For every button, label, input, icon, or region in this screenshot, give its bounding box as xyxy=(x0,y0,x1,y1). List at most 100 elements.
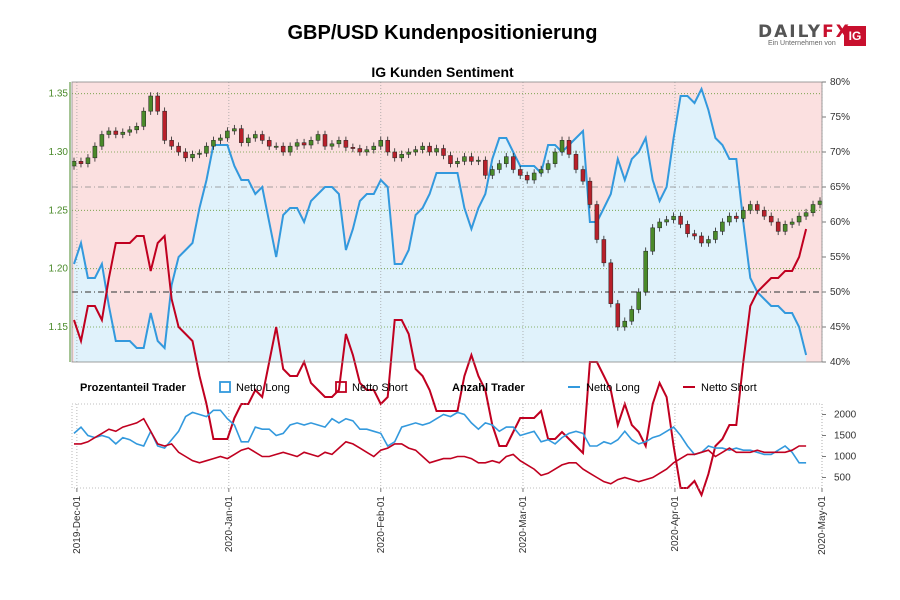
chart-title: GBP/USD Kundenpositionierung xyxy=(287,22,598,44)
date-tick-label: 2020-Jan-01 xyxy=(224,496,235,553)
candle-body xyxy=(287,145,293,153)
candle-body xyxy=(336,140,342,145)
legend-short-label: Netto Short xyxy=(352,382,408,394)
candle-body xyxy=(85,157,91,164)
candle-body xyxy=(552,151,558,164)
date-tick-label: 2020-Apr-01 xyxy=(670,496,681,552)
candle-body xyxy=(643,250,648,293)
candle-body xyxy=(120,131,126,135)
date-tick-label: 2020-May-01 xyxy=(817,496,828,555)
pct-tick-label: 65% xyxy=(830,182,850,193)
pct-tick-label: 75% xyxy=(830,112,850,123)
candle-body xyxy=(357,148,363,153)
candle-body xyxy=(106,130,112,135)
candle-body xyxy=(810,204,816,213)
candle-body xyxy=(566,140,572,155)
pct-tick-label: 70% xyxy=(830,147,850,158)
logo-tagline: Ein Unternehmen von xyxy=(768,40,836,47)
ig-logo-icon: IG xyxy=(844,26,866,46)
price-tick-label: 1.25 xyxy=(49,205,69,216)
legend: Prozentanteil Trader Netto Long Netto Sh… xyxy=(80,381,757,394)
candle-body xyxy=(406,151,411,155)
candle-body xyxy=(573,154,579,170)
candle-body xyxy=(176,145,181,153)
dailyfx-logo: DAILYFX Ein Unternehmen von IG xyxy=(758,22,868,50)
date-tick-label: 2019-Dec-01 xyxy=(72,496,83,554)
candle-body xyxy=(71,161,77,167)
candle-body xyxy=(727,215,732,223)
candle-body xyxy=(322,134,328,147)
candle-body xyxy=(741,210,746,219)
date-tick-label: 2020-Feb-01 xyxy=(376,496,387,554)
candle-body xyxy=(448,155,453,164)
candle-body xyxy=(685,224,690,234)
candle-body xyxy=(734,215,739,219)
candle-body xyxy=(399,154,404,159)
count-tick-label: 1500 xyxy=(834,431,857,442)
candle-body xyxy=(413,149,418,153)
candle-body xyxy=(538,169,544,174)
long-count-line xyxy=(73,409,807,464)
candle-body xyxy=(517,169,523,176)
pct-tick-label: 80% xyxy=(830,77,850,88)
legend-long-box-icon xyxy=(219,381,231,393)
candle-body xyxy=(455,161,460,164)
legend-long-count-label: Netto Long xyxy=(586,382,640,394)
candle-body xyxy=(768,215,774,223)
candle-body xyxy=(622,320,628,328)
candle-body xyxy=(803,212,809,217)
candle-body xyxy=(183,151,188,159)
candle-body xyxy=(559,140,565,153)
candle-body xyxy=(483,159,488,176)
candle-body xyxy=(99,134,105,147)
count-tick-label: 1000 xyxy=(834,452,857,463)
pct-tick-label: 55% xyxy=(830,252,850,263)
candle-body xyxy=(141,110,146,127)
candle-body xyxy=(204,145,209,154)
candle-body xyxy=(371,145,377,150)
candle-body xyxy=(671,215,676,220)
short-count-line xyxy=(74,417,807,485)
candle-body xyxy=(601,239,607,264)
legend-group-count: Anzahl Trader xyxy=(452,382,525,394)
candle-body xyxy=(678,215,683,225)
short-pct-line xyxy=(73,228,808,498)
candle-body xyxy=(510,156,516,170)
candle-body xyxy=(782,224,788,232)
candle-body xyxy=(259,134,265,141)
candle-body xyxy=(497,163,502,170)
candle-body xyxy=(197,152,202,155)
candle-body xyxy=(155,95,160,112)
date-tick-label: 2020-Mar-01 xyxy=(518,496,529,554)
candle-body xyxy=(301,142,307,146)
candle-body xyxy=(699,235,704,244)
candle-body xyxy=(169,140,174,147)
candle-body xyxy=(796,215,802,223)
bottom-plot-frame xyxy=(71,403,823,489)
candle-body xyxy=(308,140,314,146)
candle-body xyxy=(650,227,655,252)
candle-body xyxy=(113,130,119,135)
logo-wordmark: DAILYFX xyxy=(758,22,851,42)
legend-short-count-label: Netto Short xyxy=(701,382,757,394)
candle-body xyxy=(162,110,167,141)
count-tick-label: 2000 xyxy=(834,410,857,421)
pct-tick-label: 40% xyxy=(830,357,850,368)
candle-body xyxy=(531,172,537,181)
candle-body xyxy=(364,149,370,153)
candle-body xyxy=(211,140,216,147)
candle-body xyxy=(462,156,467,162)
price-tick-label: 1.35 xyxy=(49,89,69,100)
candle-body xyxy=(713,231,718,240)
candle-body xyxy=(476,159,481,162)
candle-body xyxy=(524,175,530,181)
pct-tick-label: 60% xyxy=(830,217,850,228)
candle-body xyxy=(232,128,237,132)
candle-body xyxy=(636,291,641,310)
candle-body xyxy=(817,200,823,205)
legend-group-percent: Prozentanteil Trader xyxy=(80,382,186,394)
long-pct-line xyxy=(73,86,808,356)
top-plot-frame xyxy=(71,81,823,363)
candle-body xyxy=(504,156,509,164)
